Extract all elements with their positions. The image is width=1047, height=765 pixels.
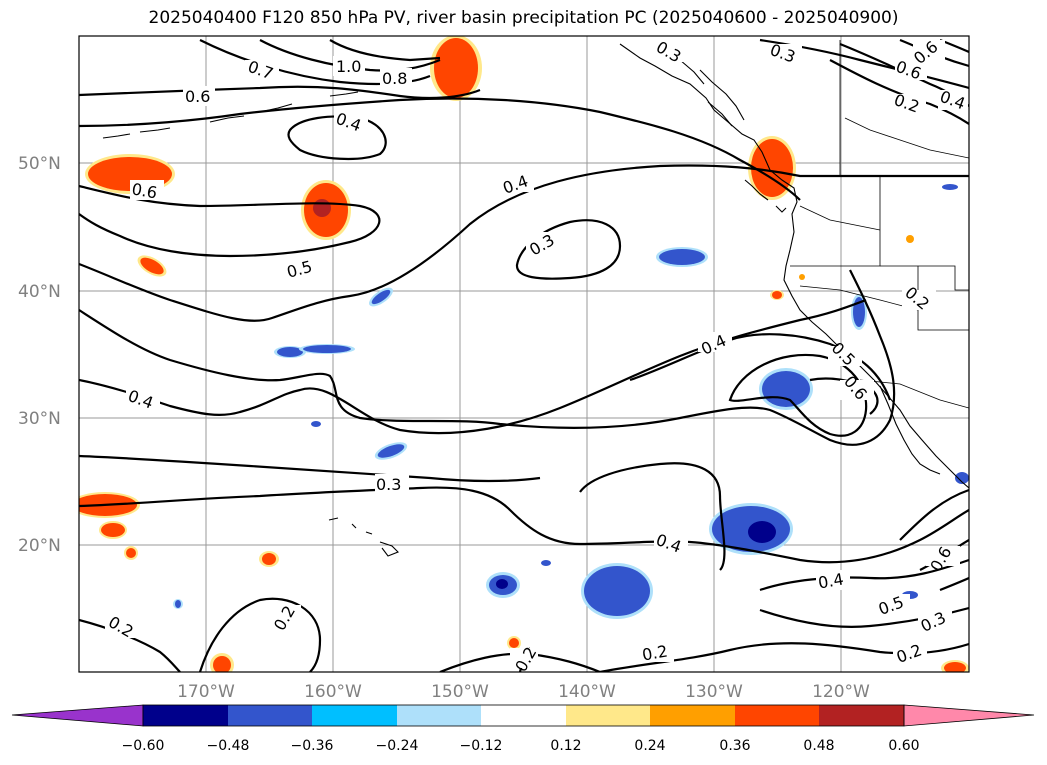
shade-blob-pos (99, 521, 127, 539)
graticule (79, 36, 969, 672)
map-frame (78, 35, 970, 673)
colorbar-ticks: −0.60 −0.48 −0.36 −0.24 −0.12 0.12 0.24 … (122, 738, 920, 754)
colorbar-tick-label: −0.48 (207, 738, 250, 754)
colorbar-segment (650, 705, 735, 726)
shade-blob-neg (274, 344, 355, 358)
colorbar-tick-label: −0.12 (460, 738, 503, 754)
shade-blob-neg (173, 184, 969, 609)
shade-blob-neg (581, 563, 653, 619)
colorbar-segment (228, 705, 312, 726)
coastlines (102, 40, 969, 557)
colorbar-tick-label: 0.60 (888, 738, 919, 754)
shade-blob-pos (748, 136, 796, 200)
lon-label: 160°W (304, 682, 362, 702)
lon-label: 150°W (431, 682, 489, 702)
shade-blob-pos (799, 235, 914, 280)
colorbar-tick-label: −0.36 (291, 738, 334, 754)
shade-blob-pos (259, 551, 279, 567)
shade-blob-pos (770, 290, 784, 300)
contour-labels: 0.7 1.0 0.8 0.6 0.4 0.3 0.3 0.6 0.6 0.2 … (105, 37, 968, 672)
longitude-labels: 170°W 160°W 150°W 140°W 130°W 120°W (177, 682, 870, 702)
colorbar-tick-label: −0.24 (376, 738, 419, 754)
shade-blob-pos (124, 546, 138, 560)
contour-label: 0.2 (641, 641, 669, 664)
shade-blob-neg (369, 287, 393, 307)
positive-precip-shading (79, 36, 969, 672)
colorbar-tick-label: 0.36 (719, 738, 750, 754)
latitude-labels: 50°N 40°N 30°N 20°N (18, 154, 61, 556)
lon-label: 120°W (812, 682, 870, 702)
contour-label: 1.0 (336, 57, 361, 76)
shade-blob-neg (709, 503, 793, 555)
shade-blob-pos (301, 180, 351, 240)
colorbar-tick-label: −0.60 (122, 738, 165, 754)
contour-label: 0.4 (817, 569, 845, 592)
map-title: 2025040400 F120 850 hPa PV, river basin … (148, 8, 899, 28)
colorbar-segment (566, 705, 650, 726)
lat-label: 30°N (18, 409, 61, 429)
colorbar-tick-label: 0.48 (803, 738, 834, 754)
lat-label: 20°N (18, 536, 61, 556)
colorbar-tick-label: 0.12 (550, 738, 581, 754)
lon-label: 170°W (177, 682, 235, 702)
map-area (79, 36, 969, 672)
lon-label: 130°W (685, 682, 743, 702)
lat-label: 50°N (18, 154, 61, 174)
colorbar-extend-min (11, 704, 144, 727)
contour-label: 0.3 (376, 475, 401, 494)
colorbar-extend-max (903, 704, 1035, 727)
pv-contours (79, 38, 969, 672)
shade-blob-neg (656, 247, 708, 267)
contour-label: 0.6 (185, 87, 210, 106)
shade-blob-neg (486, 572, 520, 598)
contour-label: 0.6 (130, 179, 158, 202)
shade-blob-neg (374, 442, 408, 460)
colorbar-segment (481, 705, 566, 726)
shade-blob-pos (210, 653, 234, 672)
lat-label: 40°N (18, 282, 61, 302)
colorbar: −0.60 −0.48 −0.36 −0.24 −0.12 0.12 0.24 … (11, 704, 1035, 754)
colorbar-segment (312, 705, 397, 726)
shade-blob-pos (430, 36, 482, 101)
colorbar-segment (397, 705, 481, 726)
shade-blob-pos (507, 636, 521, 650)
negative-precip-shading (173, 184, 969, 619)
shade-blob-pos (941, 660, 969, 672)
lon-label: 140°W (558, 682, 616, 702)
contour-label: 0.8 (382, 69, 407, 88)
shade-blob-pos (137, 255, 167, 277)
colorbar-segment (143, 705, 228, 726)
shade-blob-neg (759, 368, 813, 410)
colorbar-segment (735, 705, 819, 726)
colorbar-tick-label: 0.24 (634, 738, 665, 754)
colorbar-segment (819, 705, 904, 726)
